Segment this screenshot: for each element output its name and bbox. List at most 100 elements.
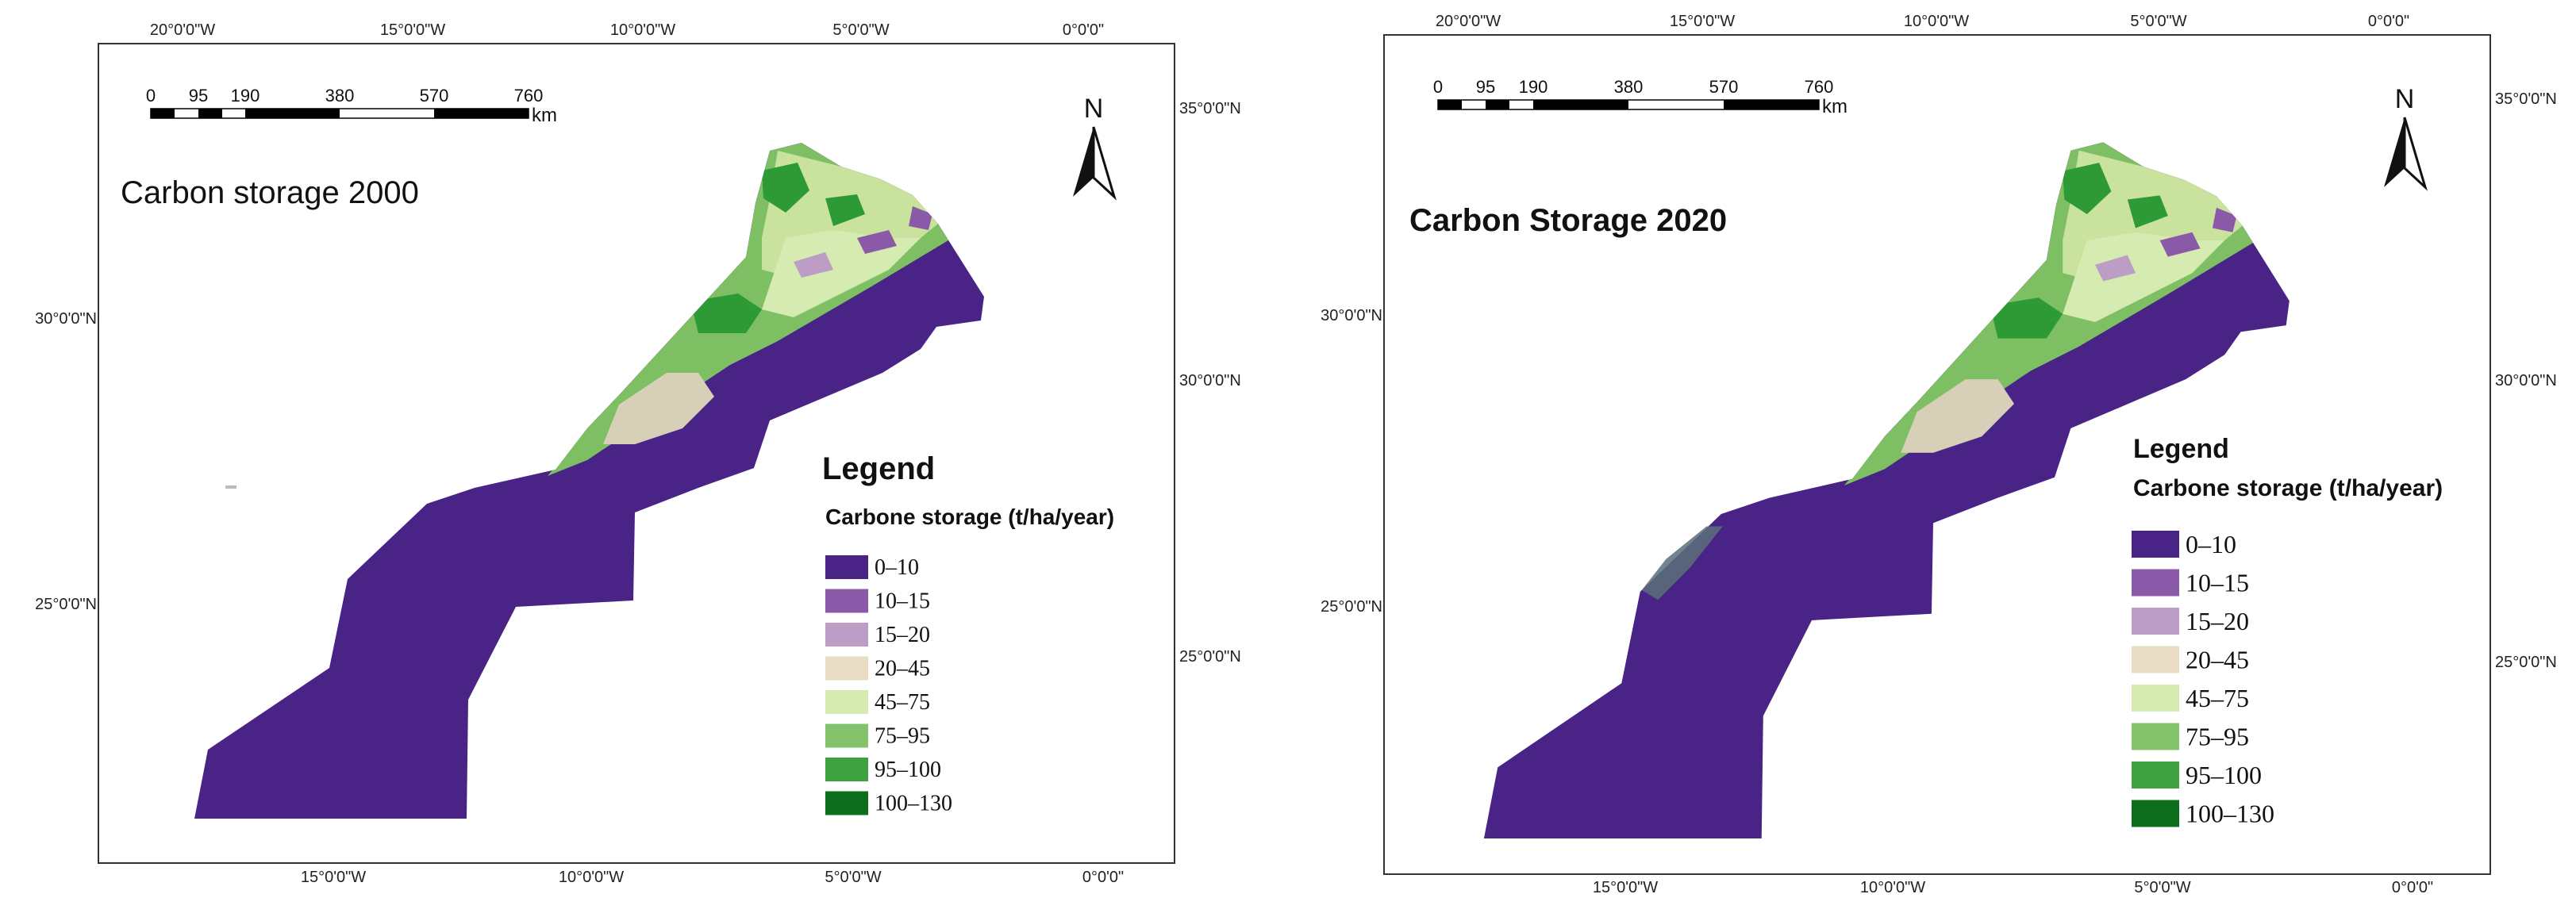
tick-label: 30°0'0"N bbox=[1321, 307, 1382, 324]
legend-swatch bbox=[825, 589, 868, 613]
legend-item: 20–45 bbox=[825, 656, 930, 681]
tick-label: 25°0'0"N bbox=[2495, 654, 2557, 671]
tick-label: 35°0'0"N bbox=[2495, 90, 2557, 108]
north-label: N bbox=[2395, 84, 2415, 114]
scale-label: 760 bbox=[514, 86, 544, 106]
scale-label: 380 bbox=[1614, 77, 1644, 97]
legend-label: 45–75 bbox=[875, 690, 930, 715]
tick-label: 10°0'0"W bbox=[559, 869, 624, 886]
scale-label: 0 bbox=[146, 86, 156, 106]
legend-label: 100–130 bbox=[2186, 800, 2274, 828]
tick-label: 5°0'0"W bbox=[832, 21, 889, 39]
scale-label: 95 bbox=[1476, 77, 1495, 97]
legend-item: 0–10 bbox=[2132, 530, 2236, 558]
legend-item: 75–95 bbox=[825, 723, 930, 749]
tick-label: 0°0'0" bbox=[2392, 879, 2433, 896]
tick-label: 10°0'0"W bbox=[1904, 13, 1969, 30]
map-title: Carbon storage 2000 bbox=[121, 175, 419, 210]
carbon-map-2020-panel: 20°0'0"W 15°0'0"W 10°0'0"W 5°0'0"W 0°0'0… bbox=[1321, 13, 2557, 896]
legend-item: 45–75 bbox=[825, 690, 930, 715]
north-label: N bbox=[1084, 94, 1104, 124]
scale-label: 380 bbox=[325, 86, 355, 106]
scale-label: 570 bbox=[420, 86, 449, 106]
morocco-carbon-map-2020 bbox=[1484, 142, 2290, 838]
legend-item: 0–10 bbox=[825, 555, 919, 580]
tick-label: 5°0'0"W bbox=[2134, 879, 2190, 896]
left-tick-labels: 30°0'0"N 25°0'0"N bbox=[35, 310, 97, 613]
tick-label: 15°0'0"W bbox=[301, 869, 366, 886]
legend-label: 10–15 bbox=[875, 589, 930, 614]
legend-label: 75–95 bbox=[875, 724, 930, 749]
legend: Legend Carbone storage (t/ha/year) 0–10 1… bbox=[822, 451, 1114, 816]
legend-item: 100–130 bbox=[2132, 800, 2274, 828]
top-tick-labels: 20°0'0"W 15°0'0"W 10°0'0"W 5°0'0"W 0°0'0… bbox=[150, 21, 1104, 39]
north-arrow: N bbox=[2384, 84, 2428, 191]
tick-label: 25°0'0"N bbox=[1321, 598, 1382, 616]
morocco-carbon-map-2000 bbox=[194, 143, 984, 819]
legend-item: 20–45 bbox=[2132, 646, 2249, 674]
north-arrow-icon bbox=[2384, 117, 2405, 187]
scale-bar: 0 95 190 380 570 760 km bbox=[146, 86, 557, 126]
legend-item: 95–100 bbox=[825, 758, 941, 782]
tick-label: 0°0'0" bbox=[2368, 13, 2409, 30]
tick-label: 0°0'0" bbox=[1082, 869, 1124, 886]
scale-label: 190 bbox=[1519, 77, 1548, 97]
scale-label: 760 bbox=[1805, 77, 1834, 97]
tick-label: 35°0'0"N bbox=[1179, 100, 1241, 117]
bottom-tick-labels: 15°0'0"W 10°0'0"W 5°0'0"W 0°0'0" bbox=[1593, 879, 2433, 896]
right-tick-labels: 35°0'0"N 30°0'0"N 25°0'0"N bbox=[1179, 100, 1241, 666]
legend-subtitle: Carbone storage (t/ha/year) bbox=[2133, 475, 2443, 501]
tick-label: 5°0'0"W bbox=[2130, 13, 2186, 30]
legend: Legend Carbone storage (t/ha/year) 0–10 1… bbox=[2132, 434, 2443, 828]
legend-swatch bbox=[2132, 646, 2179, 673]
legend-label: 95–100 bbox=[875, 758, 941, 782]
legend-item: 10–15 bbox=[2132, 569, 2249, 597]
tick-label: 30°0'0"N bbox=[1179, 372, 1241, 389]
legend-label: 100–130 bbox=[875, 792, 952, 816]
scale-label: 190 bbox=[231, 86, 260, 106]
legend-subtitle: Carbone storage (t/ha/year) bbox=[825, 505, 1114, 529]
tick-label: 20°0'0"W bbox=[150, 21, 215, 39]
tick-label: 10°0'0"W bbox=[1860, 879, 1925, 896]
legend-item: 45–75 bbox=[2132, 684, 2249, 712]
legend-label: 75–95 bbox=[2186, 723, 2249, 751]
legend-swatch bbox=[2132, 531, 2179, 558]
legend-swatch bbox=[2132, 569, 2179, 597]
legend-swatch bbox=[2132, 608, 2179, 635]
tick-label: 30°0'0"N bbox=[2495, 372, 2557, 389]
legend-item: 75–95 bbox=[2132, 723, 2249, 751]
scale-label: 95 bbox=[189, 86, 208, 106]
legend-item: 10–15 bbox=[825, 589, 930, 614]
legend-swatch bbox=[2132, 685, 2179, 712]
scale-label: 570 bbox=[1709, 77, 1739, 97]
legend-label: 0–10 bbox=[2186, 530, 2236, 558]
legend-label: 20–45 bbox=[2186, 646, 2249, 674]
legend-swatch bbox=[2132, 800, 2179, 827]
tick-label: 15°0'0"W bbox=[1670, 13, 1735, 30]
legend-item: 15–20 bbox=[2132, 607, 2249, 635]
scale-label: 0 bbox=[1433, 77, 1443, 97]
tick-label: 15°0'0"W bbox=[1593, 879, 1658, 896]
north-arrow-icon bbox=[1073, 127, 1094, 197]
scale-unit: km bbox=[532, 105, 557, 126]
bottom-tick-labels: 15°0'0"W 10°0'0"W 5°0'0"W 0°0'0" bbox=[301, 869, 1124, 886]
legend-label: 15–20 bbox=[2186, 607, 2249, 635]
legend-swatch bbox=[825, 623, 868, 647]
tick-label: 25°0'0"N bbox=[35, 596, 97, 613]
tick-label: 15°0'0"W bbox=[380, 21, 445, 39]
right-tick-labels: 35°0'0"N 30°0'0"N 25°0'0"N bbox=[2495, 90, 2557, 671]
legend-item: 15–20 bbox=[825, 623, 930, 647]
legend-label: 15–20 bbox=[875, 623, 930, 647]
tick-label: 25°0'0"N bbox=[1179, 648, 1241, 666]
tick-label: 5°0'0"W bbox=[825, 869, 881, 886]
top-tick-labels: 20°0'0"W 15°0'0"W 10°0'0"W 5°0'0"W 0°0'0… bbox=[1436, 13, 2409, 30]
legend-item: 95–100 bbox=[2132, 761, 2262, 789]
tick-label: 0°0'0" bbox=[1063, 21, 1104, 39]
legend-label: 0–10 bbox=[875, 555, 919, 580]
legend-label: 45–75 bbox=[2186, 684, 2249, 712]
scale-unit: km bbox=[1822, 96, 1847, 117]
left-tick-labels: 30°0'0"N 25°0'0"N bbox=[1321, 307, 1382, 616]
scale-bar: 0 95 190 380 570 760 km bbox=[1433, 77, 1847, 117]
tick-label: 10°0'0"W bbox=[610, 21, 675, 39]
